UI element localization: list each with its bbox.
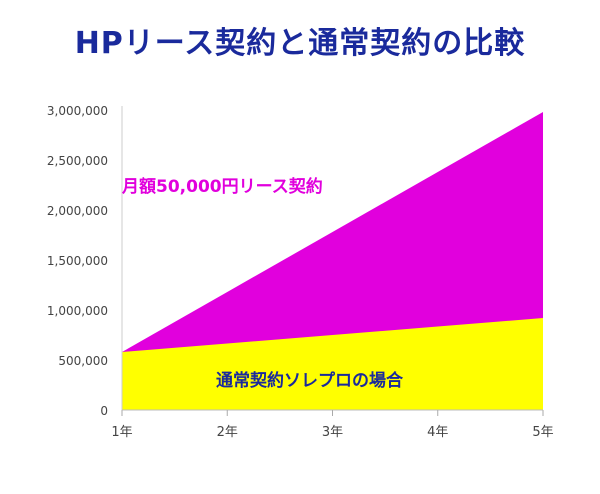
y-tick-label: 2,500,000 xyxy=(47,154,108,168)
y-tick-label: 2,000,000 xyxy=(47,204,108,218)
y-tick-label: 1,000,000 xyxy=(47,304,108,318)
y-tick-label: 0 xyxy=(100,404,108,418)
x-tick-label: 3年 xyxy=(322,425,343,440)
series-label-2: 通常契約ソレプロの場合 xyxy=(216,370,404,391)
x-tick-label: 5年 xyxy=(532,425,553,440)
chart-title: HPリース契約と通常契約の比較 xyxy=(74,26,526,61)
x-tick-label: 1年 xyxy=(111,425,132,440)
series-area-2 xyxy=(122,318,543,410)
y-tick-label: 3,000,000 xyxy=(47,104,108,118)
x-tick-label: 2年 xyxy=(217,425,238,440)
y-tick-label: 500,000 xyxy=(58,354,108,368)
y-tick-label: 1,500,000 xyxy=(47,254,108,268)
x-tick-label: 4年 xyxy=(427,425,448,440)
chart-areas xyxy=(122,112,543,410)
chart-axes: 0 500,000 1,000,000 1,500,000 2,000,000 2,500… xyxy=(47,104,554,440)
series-label-1: 月額50,000円リース契約 xyxy=(121,176,323,197)
